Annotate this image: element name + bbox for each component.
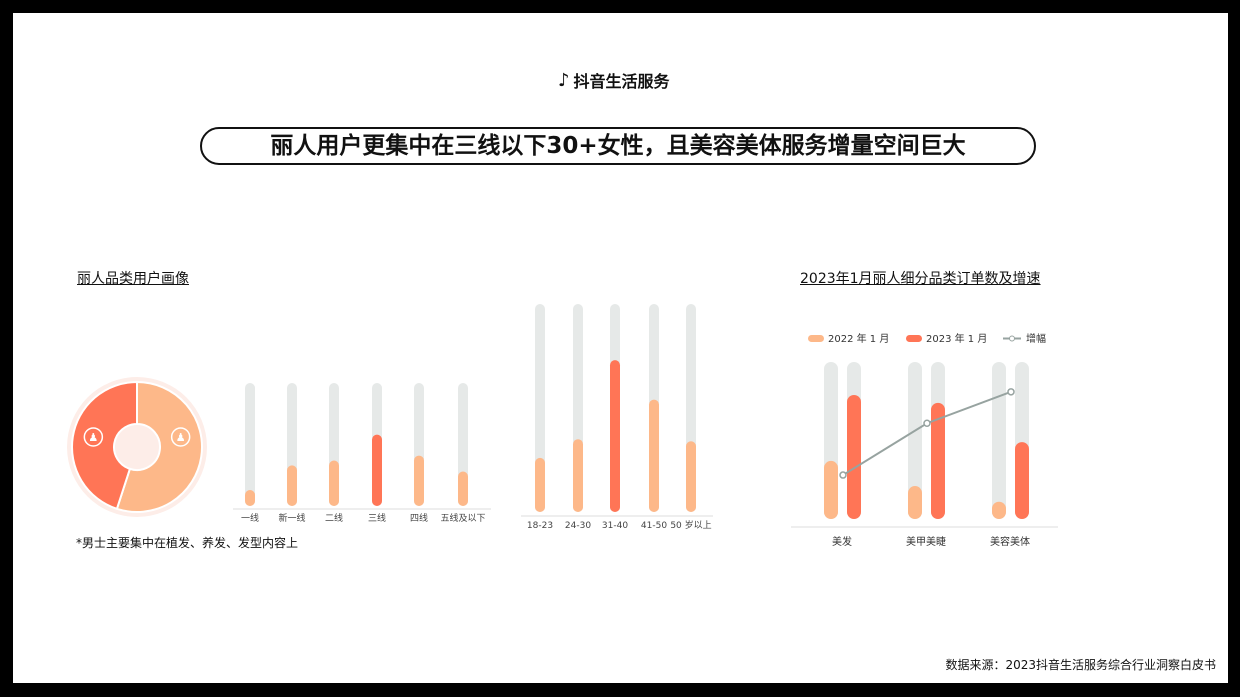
bar-2022 [824, 460, 838, 519]
legend-label: 增幅 [1026, 332, 1046, 345]
bar [458, 471, 468, 506]
bar [287, 465, 297, 506]
tick-label: 美容美体 [990, 535, 1030, 548]
growth-line [842, 390, 1012, 476]
bar-track [992, 362, 1006, 519]
right-section-title: 2023年1月丽人细分品类订单数及增速 [800, 271, 1041, 287]
bar [372, 434, 382, 506]
bar [649, 399, 659, 512]
donut-slice [71, 380, 138, 511]
donut-slice [115, 380, 203, 513]
bar [329, 460, 339, 506]
slide-title: 丽人用户更集中在三线以下30+女性，且美容美体服务增量空间巨大 [200, 127, 1036, 165]
bar [245, 490, 255, 506]
legend-label: 2023 年 1 月 [926, 332, 987, 345]
bar [573, 439, 583, 512]
legend-swatch [808, 335, 824, 342]
tick-label: 50 岁以上 [670, 519, 711, 531]
brand-logo: ♪ 抖音生活服务 [558, 68, 670, 92]
female-icon [170, 427, 191, 447]
tick-label: 新一线 [278, 512, 305, 524]
bar [414, 455, 424, 506]
bar-2023 [931, 402, 945, 519]
bar [686, 441, 696, 512]
legend-label: 2022 年 1 月 [828, 332, 889, 345]
bar [610, 360, 620, 512]
tick-label: 18-23 [527, 521, 553, 531]
tick-label: 四线 [410, 512, 428, 524]
note: *男士主要集中在植发、养发、发型内容上 [76, 536, 299, 550]
tick-label: 三线 [368, 512, 386, 524]
bar-track [908, 362, 922, 519]
legend-swatch [906, 335, 922, 342]
bar-track [245, 383, 255, 506]
brand-name: 抖音生活服务 [573, 72, 670, 91]
tick-label: 31-40 [602, 521, 628, 531]
tick-label: 二线 [325, 512, 343, 524]
bar [535, 457, 545, 512]
bar-2022 [992, 501, 1006, 519]
bar-2023 [847, 394, 861, 519]
tick-label: 一线 [241, 512, 259, 524]
tick-label: 41-50 [641, 521, 667, 531]
growth-point [923, 419, 931, 427]
bar-2022 [908, 486, 922, 519]
tick-label: 美甲美睫 [906, 535, 946, 548]
tick-label: 五线及以下 [440, 512, 485, 524]
source: 数据来源：2023抖音生活服务综合行业洞察白皮书 [945, 658, 1216, 672]
douyin-icon: ♪ [558, 69, 570, 91]
growth-point [1007, 388, 1015, 396]
tick-label: 24-30 [565, 521, 591, 531]
left-section-title: 丽人品类用户画像 [77, 271, 189, 287]
male-icon-glyph: ♟ [88, 431, 98, 444]
tick-label: 美发 [832, 535, 852, 548]
growth-point [839, 471, 847, 479]
male-icon [83, 427, 104, 447]
bar-2023 [1015, 442, 1029, 519]
legend-marker [1009, 335, 1015, 342]
charts: ♟ ♟ 一线 新一线 二线 三线 四线 五线及以下 18-23 24-30 31-40 41-50 50… [67, 304, 1058, 548]
slide: ♟ ♟ 一线 新一线 二线 三线 四线 五线及以下 18-23 24-30 31-40 41-50 50… [13, 13, 1228, 683]
female-icon-glyph: ♟ [176, 431, 186, 444]
